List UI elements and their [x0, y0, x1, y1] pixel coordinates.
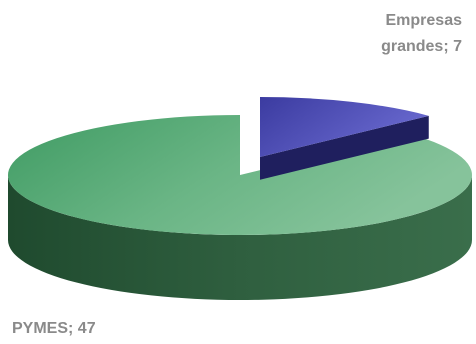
data-label-empresas-line1: Empresas [385, 12, 463, 29]
pie-slice-empresas-grandes [260, 97, 429, 157]
pie-slice-pymes [7, 115, 472, 236]
data-label-empresas-grandes: Empresas grandes; 7 [312, 8, 462, 60]
pie-side-pymes [8, 175, 472, 300]
pie-cut-empresas-grandes [260, 115, 429, 180]
data-label-empresas-line2: grandes; 7 [381, 38, 462, 55]
data-label-pymes: PYMES; 47 [12, 320, 96, 337]
